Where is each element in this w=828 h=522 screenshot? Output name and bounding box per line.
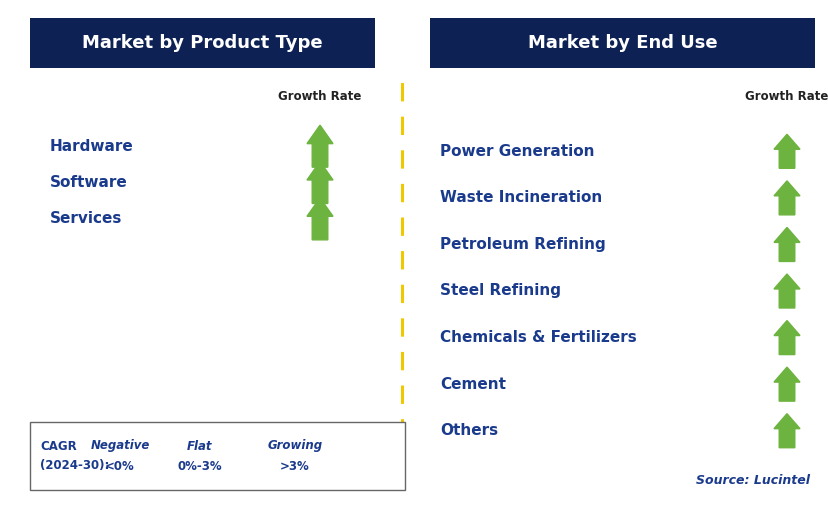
Text: Market by Product Type: Market by Product Type [82, 34, 322, 52]
Polygon shape [773, 134, 799, 168]
Text: CAGR: CAGR [40, 441, 77, 454]
Bar [30, 422, 405, 490]
Text: Market by End Use: Market by End Use [527, 34, 716, 52]
Text: Negative: Negative [90, 440, 150, 453]
Text: >3%: >3% [280, 459, 310, 472]
Polygon shape [773, 321, 799, 354]
Polygon shape [773, 367, 799, 401]
Polygon shape [773, 181, 799, 215]
Polygon shape [773, 414, 799, 448]
Text: Source: Lucintel: Source: Lucintel [696, 473, 809, 487]
Text: Flat: Flat [187, 440, 213, 453]
Text: 0%-3%: 0%-3% [177, 459, 222, 472]
Text: Software: Software [50, 175, 128, 190]
Bar [430, 18, 814, 68]
Text: Growth Rate: Growth Rate [278, 89, 361, 102]
Text: Waste Incineration: Waste Incineration [440, 191, 601, 205]
Polygon shape [306, 161, 333, 204]
Text: Power Generation: Power Generation [440, 144, 594, 159]
Text: Chemicals & Fertilizers: Chemicals & Fertilizers [440, 330, 636, 345]
Text: Steel Refining: Steel Refining [440, 283, 561, 299]
Polygon shape [306, 198, 333, 240]
Polygon shape [146, 439, 166, 473]
Text: (2024-30):: (2024-30): [40, 458, 109, 471]
Polygon shape [773, 228, 799, 262]
Text: Hardware: Hardware [50, 139, 133, 153]
Text: Petroleum Refining: Petroleum Refining [440, 237, 605, 252]
Text: Others: Others [440, 423, 498, 438]
Bar [30, 18, 374, 68]
Polygon shape [306, 125, 333, 167]
Text: Services: Services [50, 211, 123, 227]
Text: Cement: Cement [440, 377, 505, 392]
Text: Growing: Growing [267, 440, 322, 453]
Polygon shape [773, 274, 799, 308]
Text: Growth Rate: Growth Rate [744, 89, 828, 102]
Polygon shape [221, 445, 262, 467]
Text: <0%: <0% [105, 459, 135, 472]
Polygon shape [323, 439, 343, 473]
